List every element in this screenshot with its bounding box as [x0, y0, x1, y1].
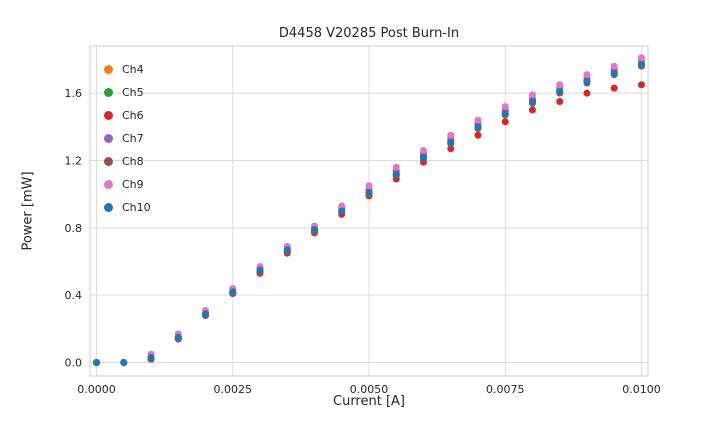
data-point — [501, 109, 509, 117]
data-point — [556, 87, 564, 95]
data-point — [283, 246, 291, 254]
legend-swatch-icon — [104, 202, 113, 212]
legend-item: Ch7 — [104, 127, 151, 149]
data-point — [528, 91, 536, 99]
data-point — [637, 54, 645, 62]
y-tick-label: 0.0 — [65, 357, 83, 370]
data-point — [311, 226, 319, 234]
data-point — [610, 69, 618, 77]
x-tick-label: 0.0100 — [622, 383, 661, 396]
data-point — [556, 98, 564, 106]
data-point — [392, 163, 400, 171]
data-point — [365, 188, 373, 196]
x-tick-label: 0.0075 — [486, 383, 525, 396]
y-axis-label: Power [mW] — [20, 171, 36, 251]
legend-label: Ch9 — [122, 177, 144, 191]
data-point — [528, 106, 536, 114]
data-point — [610, 62, 618, 70]
legend-item: Ch8 — [104, 150, 151, 172]
legend: Ch4 Ch5 Ch6 Ch7 Ch8 Ch9 Ch10 — [104, 58, 151, 219]
y-tick-label: 0.4 — [65, 289, 83, 302]
data-point — [637, 61, 645, 69]
x-axis-label: Current [A] — [333, 394, 405, 409]
data-point — [256, 266, 264, 274]
data-point — [501, 103, 509, 111]
legend-label: Ch7 — [122, 131, 144, 145]
data-point — [528, 98, 536, 106]
data-point — [583, 71, 591, 79]
data-point — [419, 153, 427, 161]
data-point — [147, 353, 155, 361]
x-tick-label: 0.0050 — [350, 383, 389, 396]
data-point — [202, 310, 210, 318]
data-point — [338, 202, 346, 210]
legend-label: Ch8 — [122, 154, 144, 168]
y-tick-label: 1.6 — [65, 87, 83, 100]
y-tick-label: 1.2 — [65, 154, 83, 167]
legend-label: Ch5 — [122, 85, 144, 99]
data-point — [501, 118, 509, 126]
legend-swatch-icon — [104, 87, 113, 97]
data-point — [637, 81, 645, 89]
data-point — [447, 131, 455, 139]
data-point — [583, 77, 591, 85]
legend-label: Ch10 — [122, 200, 151, 214]
data-point — [392, 170, 400, 178]
legend-swatch-icon — [104, 156, 113, 166]
x-tick-label: 0.0000 — [77, 383, 116, 396]
data-point — [556, 81, 564, 89]
legend-item: Ch4 — [104, 58, 151, 80]
legend-item: Ch6 — [104, 104, 151, 126]
legend-label: Ch6 — [122, 108, 144, 122]
data-point — [583, 89, 591, 97]
data-point — [174, 333, 182, 341]
data-point — [229, 288, 237, 296]
legend-item: Ch5 — [104, 81, 151, 103]
data-point — [447, 145, 455, 153]
data-point — [447, 138, 455, 146]
data-point — [474, 123, 482, 131]
legend-swatch-icon — [104, 179, 113, 189]
y-tick-label: 0.8 — [65, 222, 83, 235]
chart-title: D4458 V20285 Post Burn-In — [278, 26, 460, 41]
x-tick-label: 0.0025 — [214, 383, 253, 396]
data-point — [474, 131, 482, 139]
legend-item: Ch9 — [104, 173, 151, 195]
data-point — [93, 359, 101, 367]
legend-label: Ch4 — [122, 62, 144, 76]
data-point — [365, 182, 373, 190]
legend-swatch-icon — [104, 110, 113, 120]
data-point — [610, 84, 618, 92]
data-point — [419, 146, 427, 154]
data-point — [120, 359, 128, 367]
legend-swatch-icon — [104, 133, 113, 143]
legend-item: Ch10 — [104, 196, 151, 218]
data-point — [474, 116, 482, 124]
legend-swatch-icon — [104, 64, 113, 74]
data-point — [338, 207, 346, 215]
